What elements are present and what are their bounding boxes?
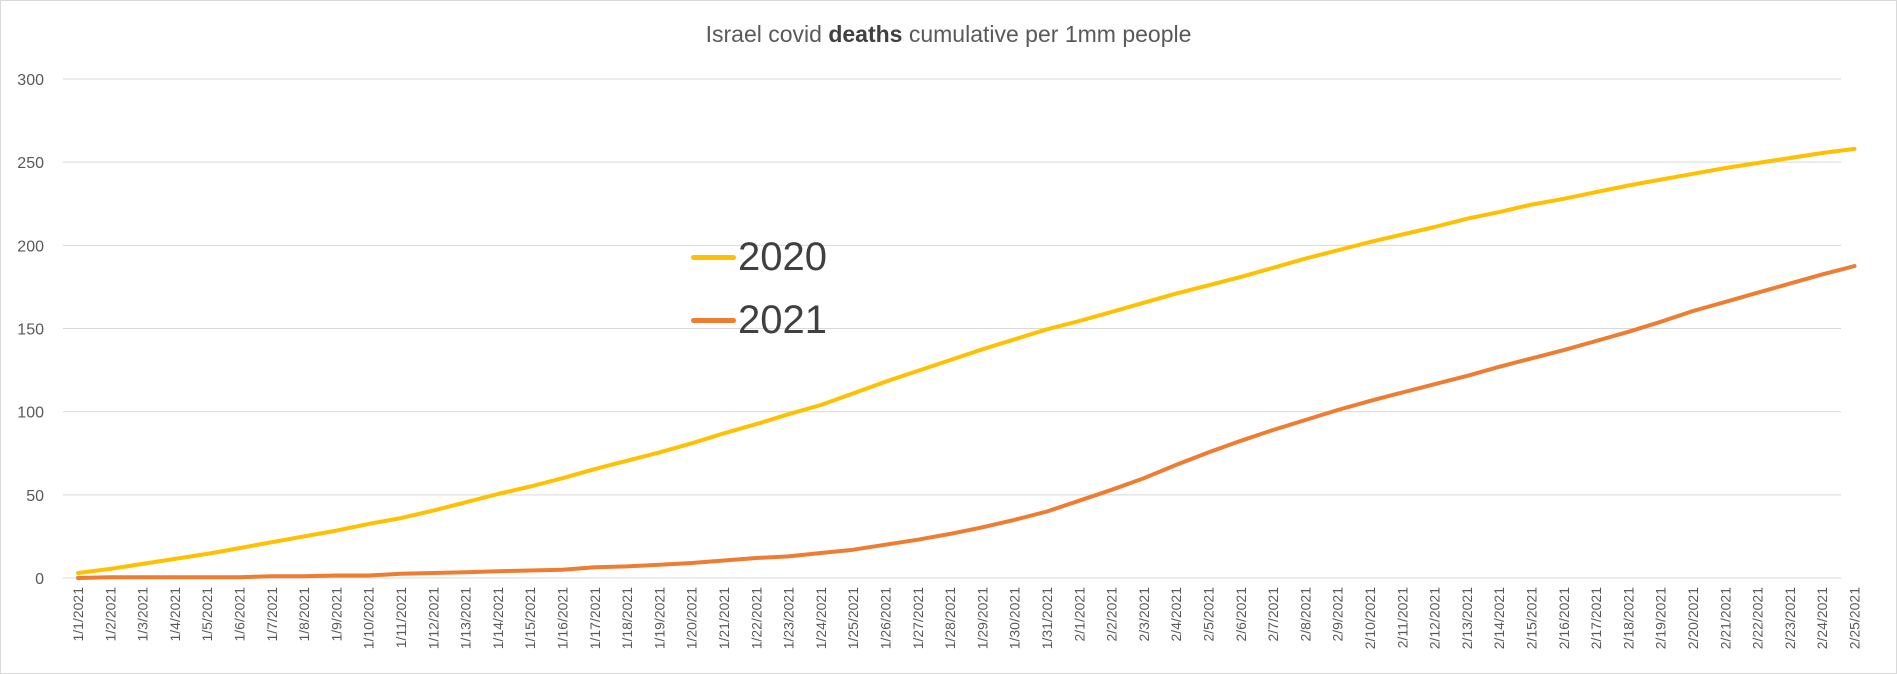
y-tick-label: 100 — [17, 405, 44, 422]
x-tick-label: 2/2/2021 — [1104, 587, 1120, 642]
x-tick-label: 1/25/2021 — [845, 587, 861, 649]
x-tick-label: 1/1/2021 — [70, 587, 86, 642]
x-tick-label: 2/1/2021 — [1071, 587, 1087, 642]
series-line-2020 — [76, 146, 1857, 575]
x-tick-label: 1/13/2021 — [458, 587, 474, 649]
x-tick-label: 1/26/2021 — [878, 587, 894, 649]
x-tick-label: 2/17/2021 — [1588, 587, 1604, 649]
x-tick-label: 1/11/2021 — [393, 587, 409, 648]
x-tick-label: 1/12/2021 — [425, 587, 441, 649]
x-tick-label: 2/24/2021 — [1814, 587, 1830, 649]
x-tick-label: 1/9/2021 — [328, 587, 344, 642]
x-tick-label: 1/2/2021 — [102, 587, 118, 642]
x-tick-label: 2/4/2021 — [1168, 587, 1184, 642]
x-tick-label: 2/21/2021 — [1717, 587, 1733, 649]
x-tick-label: 1/30/2021 — [1007, 587, 1023, 649]
x-tick-label: 2/6/2021 — [1233, 587, 1249, 642]
x-tick-label: 1/27/2021 — [910, 587, 926, 649]
x-tick-label: 2/15/2021 — [1524, 587, 1540, 649]
legend-item-2020: 2020 — [691, 226, 827, 289]
x-tick-label: 1/15/2021 — [522, 587, 538, 649]
x-tick-label: 1/17/2021 — [587, 587, 603, 649]
x-tick-label: 1/29/2021 — [974, 587, 990, 649]
x-tick-label: 1/3/2021 — [135, 587, 151, 642]
x-tick-label: 1/31/2021 — [1039, 587, 1055, 649]
x-tick-label: 1/24/2021 — [813, 587, 829, 649]
series-lines — [76, 146, 1857, 580]
x-axis-ticks: 1/1/2021 1/2/2021 1/3/2021 1/4/2021 1/5/2021… — [70, 587, 1863, 650]
y-tick-label: 300 — [17, 72, 44, 89]
x-tick-label: 1/10/2021 — [361, 587, 377, 649]
y-tick-label: 0 — [35, 571, 44, 588]
x-tick-label: 1/22/2021 — [748, 587, 764, 649]
x-tick-label: 2/12/2021 — [1427, 587, 1443, 649]
x-tick-label: 1/6/2021 — [232, 587, 248, 642]
y-tick-label: 50 — [26, 488, 44, 505]
x-tick-label: 2/5/2021 — [1201, 587, 1217, 642]
x-tick-label: 2/7/2021 — [1265, 587, 1281, 642]
chart-title-bold: deaths — [828, 21, 903, 47]
legend-swatch-2020 — [691, 255, 736, 260]
x-tick-label: 2/25/2021 — [1847, 587, 1863, 649]
x-tick-label: 2/23/2021 — [1782, 587, 1798, 649]
x-tick-label: 1/21/2021 — [716, 587, 732, 649]
x-tick-label: 2/16/2021 — [1556, 587, 1572, 649]
y-tick-label: 250 — [17, 155, 44, 172]
x-tick-label: 1/5/2021 — [199, 587, 215, 642]
x-tick-label: 2/22/2021 — [1750, 587, 1766, 649]
y-tick-label: 150 — [17, 322, 44, 339]
legend: 2020 2021 — [691, 226, 827, 352]
legend-label-2020: 2020 — [738, 235, 827, 279]
chart-title-suffix: cumulative per 1mm people — [902, 21, 1192, 47]
legend-item-2021: 2021 — [691, 289, 827, 352]
x-tick-label: 2/8/2021 — [1297, 587, 1313, 642]
x-tick-label: 1/4/2021 — [167, 587, 183, 642]
x-tick-label: 2/9/2021 — [1330, 587, 1346, 642]
chart-title: Israel covid deaths cumulative per 1mm p… — [1, 21, 1896, 48]
x-tick-label: 1/14/2021 — [490, 587, 506, 649]
x-tick-label: 2/20/2021 — [1685, 587, 1701, 649]
legend-label-2021: 2021 — [738, 298, 827, 342]
x-tick-label: 1/8/2021 — [296, 587, 312, 642]
x-tick-label: 1/23/2021 — [781, 587, 797, 649]
chart-title-prefix: Israel covid — [705, 21, 829, 47]
x-tick-label: 2/3/2021 — [1136, 587, 1152, 642]
y-tick-label: 200 — [17, 238, 44, 255]
x-tick-label: 2/18/2021 — [1620, 587, 1636, 649]
series-line-2021 — [76, 264, 1857, 580]
legend-swatch-2021 — [691, 318, 736, 323]
x-tick-label: 1/18/2021 — [619, 587, 635, 649]
x-tick-label: 1/7/2021 — [264, 587, 280, 642]
x-tick-label: 2/13/2021 — [1459, 587, 1475, 649]
x-tick-label: 1/19/2021 — [651, 587, 667, 649]
y-axis-ticks: 0 50 100 150 200 250 300 — [17, 72, 44, 588]
x-tick-label: 2/14/2021 — [1491, 587, 1507, 649]
x-tick-label: 1/28/2021 — [942, 587, 958, 649]
x-tick-label: 1/16/2021 — [555, 587, 571, 649]
x-tick-label: 2/19/2021 — [1653, 587, 1669, 649]
x-tick-label: 1/20/2021 — [684, 587, 700, 649]
gridlines — [63, 78, 1841, 579]
x-tick-label: 2/10/2021 — [1362, 587, 1378, 649]
x-tick-label: 2/11/2021 — [1394, 587, 1410, 648]
